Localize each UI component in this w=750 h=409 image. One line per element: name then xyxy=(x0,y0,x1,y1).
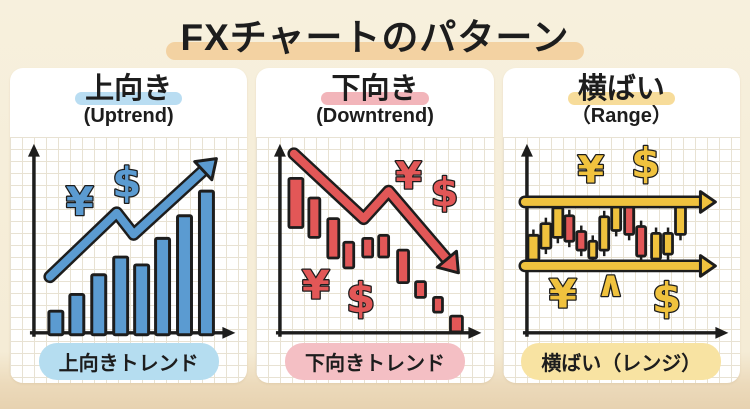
downtrend-badge: 下向きトレンド xyxy=(284,343,465,380)
svg-text:$: $ xyxy=(631,138,660,187)
panel-uptrend-header: 上向き (Uptrend) xyxy=(10,68,247,137)
range-chart: ¥ $ ¥ ∧ $ xyxy=(518,137,729,339)
page-title: FXチャートのパターン xyxy=(166,7,584,61)
uptrend-highlight-bar xyxy=(75,92,183,106)
title-area: FXチャートのパターン xyxy=(0,0,750,68)
uptrend-chart-area: ¥ $ 上向きトレンド xyxy=(10,137,248,383)
panel-uptrend-heading: 上向き xyxy=(75,73,183,106)
downtrend-chart: ¥ $¥ $ xyxy=(274,143,482,339)
downtrend-heading-text: 下向き xyxy=(331,73,419,105)
range-badge: 横ばい（レンジ） xyxy=(521,343,722,380)
svg-text:∧: ∧ xyxy=(596,264,625,305)
uptrend-subheading: (Uptrend) xyxy=(83,105,174,128)
downtrend-subheading: (Downtrend) xyxy=(316,105,434,128)
panel-downtrend: 下向き (Downtrend) ¥ $ ¥ $ 下向きトレンド xyxy=(256,68,494,383)
svg-text:$: $ xyxy=(431,170,459,216)
uptrend-badge: 上向きトレンド xyxy=(38,343,219,380)
uptrend-heading-text: 上向き xyxy=(85,73,173,105)
uptrend-chart: ¥ $ xyxy=(27,143,236,339)
panel-range-header: 横ばい （Range） xyxy=(503,68,740,137)
title-highlight-bar xyxy=(166,42,584,60)
panel-downtrend-heading: 下向き xyxy=(321,73,429,106)
svg-text:$: $ xyxy=(346,273,375,322)
panel-uptrend: 上向き (Uptrend) ¥ $ 上向きトレンド xyxy=(10,68,248,383)
svg-text:¥: ¥ xyxy=(577,148,603,192)
range-chart-area: ¥ $ ¥ ∧ $ 横ばい（レンジ） xyxy=(502,137,740,383)
panel-range-heading: 横ばい xyxy=(567,73,675,106)
range-heading-text: 横ばい xyxy=(577,73,665,105)
svg-text:¥: ¥ xyxy=(549,272,577,318)
svg-text:¥: ¥ xyxy=(66,179,94,225)
svg-text:¥: ¥ xyxy=(396,154,422,198)
svg-text:$: $ xyxy=(652,273,681,322)
svg-text:$: $ xyxy=(112,158,141,207)
range-subheading: （Range） xyxy=(570,105,672,128)
panel-range: 横ばい （Range） ¥ $ ¥ ∧ $ 横ばい（レンジ） xyxy=(502,68,740,383)
range-highlight-bar xyxy=(567,92,675,106)
svg-text:¥: ¥ xyxy=(302,263,330,309)
page-title-text: FXチャートのパターン xyxy=(180,17,570,58)
downtrend-chart-area: ¥ $ ¥ $ 下向きトレンド xyxy=(256,137,494,383)
pattern-panels: 上向き (Uptrend) ¥ $ 上向きトレンド 下向き (Downtrend)… xyxy=(0,68,750,383)
downtrend-highlight-bar xyxy=(321,92,429,106)
panel-downtrend-header: 下向き (Downtrend) xyxy=(256,68,493,137)
